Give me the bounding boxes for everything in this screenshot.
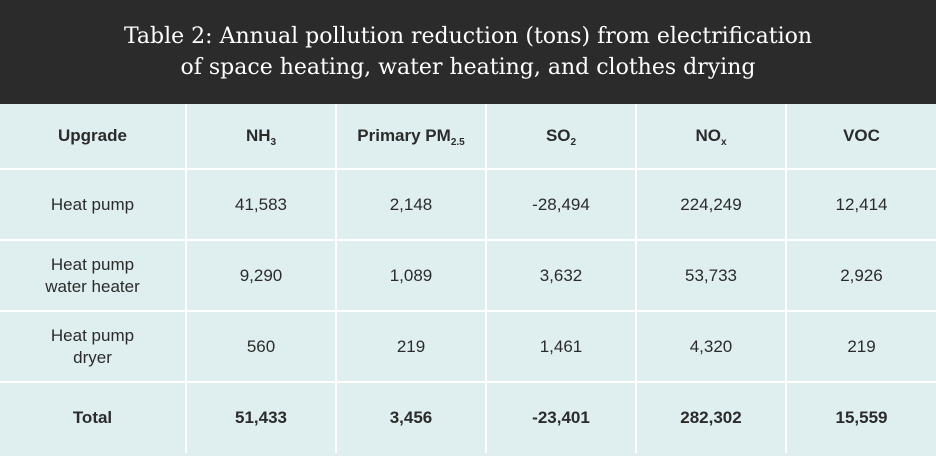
row-label: Heat pump dryer — [0, 311, 187, 383]
cell-pm25: 3,456 — [336, 382, 487, 453]
row-label: Heat pump water heater — [0, 240, 187, 312]
table-row-total: Total 51,433 3,456 -23,401 282,302 15,55… — [0, 382, 936, 453]
cell-so2: -23,401 — [486, 382, 637, 453]
cell-pm25: 1,089 — [336, 240, 487, 312]
column-header-so2: SO2 — [486, 104, 637, 170]
cell-so2: 1,461 — [486, 311, 637, 383]
cell-so2: -28,494 — [486, 169, 637, 241]
cell-nox: 4,320 — [636, 311, 787, 383]
cell-nh3: 51,433 — [186, 382, 337, 453]
column-header-pm25: Primary PM2.5 — [336, 104, 487, 170]
cell-voc: 12,414 — [786, 169, 936, 241]
table-row-heat-pump-water-heater: Heat pump water heater 9,290 1,089 3,632 … — [0, 240, 936, 312]
cell-nox: 224,249 — [636, 169, 787, 241]
table-title: Table 2: Annual pollution reduction (ton… — [0, 0, 936, 104]
title-line-1: Table 2: Annual pollution reduction (ton… — [123, 24, 813, 49]
column-header-voc: VOC — [786, 104, 936, 170]
cell-pm25: 2,148 — [336, 169, 487, 241]
row-label: Total — [0, 382, 187, 453]
column-header-nh3: NH3 — [186, 104, 337, 170]
cell-voc: 2,926 — [786, 240, 936, 312]
cell-so2: 3,632 — [486, 240, 637, 312]
header-row: Upgrade NH3 Primary PM2.5 SO2 NOx VOC — [0, 104, 936, 170]
cell-nox: 282,302 — [636, 382, 787, 453]
pollution-reduction-table: Upgrade NH3 Primary PM2.5 SO2 NOx VOC He… — [0, 104, 936, 453]
cell-nh3: 560 — [186, 311, 337, 383]
table-row-heat-pump-dryer: Heat pump dryer 560 219 1,461 4,320 219 — [0, 311, 936, 383]
table-row-heat-pump: Heat pump 41,583 2,148 -28,494 224,249 1… — [0, 169, 936, 241]
cell-voc: 15,559 — [835, 408, 888, 427]
cell-voc: 219 — [786, 311, 936, 383]
column-header-upgrade: Upgrade — [0, 104, 187, 170]
cell-pm25: 219 — [336, 311, 487, 383]
row-label: Heat pump — [0, 169, 187, 241]
cell-nox: 53,733 — [636, 240, 787, 312]
title-line-2: of space heating, water heating, and clo… — [180, 55, 756, 80]
column-header-nox: NOx — [636, 104, 787, 170]
cell-nh3: 9,290 — [186, 240, 337, 312]
cell-nh3: 41,583 — [186, 169, 337, 241]
